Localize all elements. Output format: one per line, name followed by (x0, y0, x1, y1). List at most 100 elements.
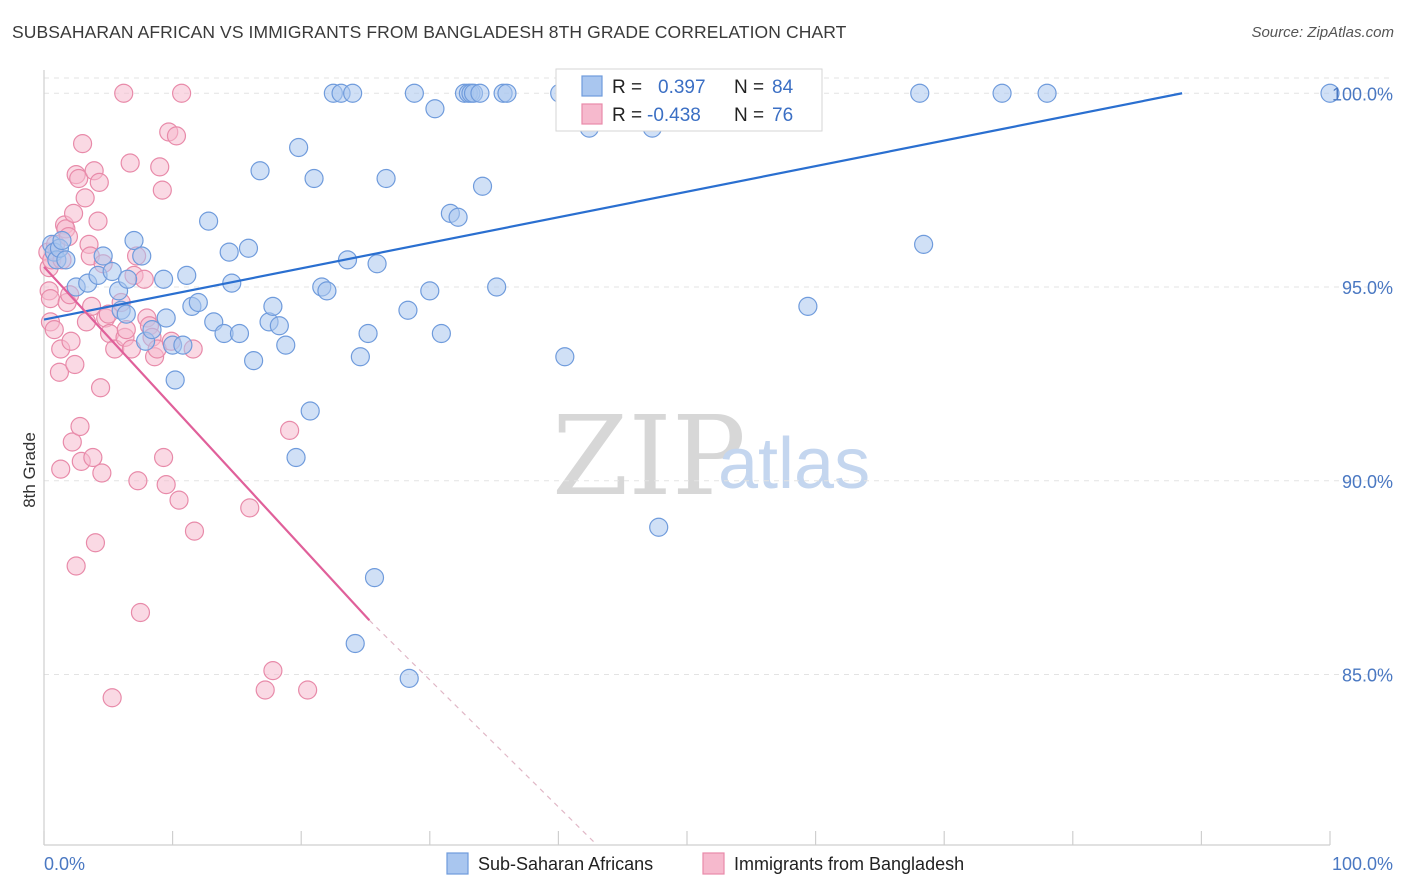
point-subsaharan (124, 230, 144, 251)
point-subsaharan (173, 335, 193, 355)
series-legend: Sub-Saharan Africans Immigrants from Ban… (446, 852, 964, 875)
point-bangladesh (75, 188, 95, 208)
point-subsaharan (269, 316, 289, 336)
point-subsaharan (376, 168, 396, 189)
point-subsaharan (431, 323, 451, 344)
point-subsaharan (165, 370, 185, 390)
point-subsaharan (1037, 83, 1057, 103)
point-bangladesh (184, 521, 205, 541)
point-bangladesh (102, 688, 122, 708)
y-tick-labels: 85.0% 90.0% 95.0% 100.0% (1332, 84, 1393, 685)
legend-swatch-blue (581, 75, 603, 97)
point-subsaharan (244, 351, 264, 371)
point-bangladesh (150, 157, 170, 177)
point-bangladesh (120, 153, 140, 173)
point-subsaharan (142, 320, 162, 340)
bottom-legend-label-pink: Immigrants from Bangladesh (734, 854, 964, 874)
point-subsaharan (317, 281, 337, 301)
point-subsaharan (188, 292, 208, 313)
point-bangladesh (61, 331, 81, 351)
point-subsaharan (399, 668, 419, 688)
point-subsaharan (263, 296, 283, 316)
point-subsaharan (199, 211, 219, 231)
point-subsaharan (177, 265, 197, 285)
bottom-legend-swatch-blue (446, 852, 469, 875)
legend-r-label-pink: R = (612, 105, 642, 126)
legend-r-label-blue: R = (612, 77, 642, 98)
point-subsaharan (420, 281, 440, 301)
point-bangladesh (152, 180, 172, 200)
point-bangladesh (88, 211, 108, 231)
point-bangladesh (153, 447, 174, 468)
point-subsaharan (470, 83, 490, 103)
point-bangladesh (169, 490, 189, 510)
legend-n-label-pink: N = (734, 105, 764, 126)
point-subsaharan (102, 261, 122, 282)
point-subsaharan (798, 296, 818, 316)
x-tick-label-min: 0.0% (44, 854, 85, 874)
point-bangladesh (255, 680, 275, 700)
point-subsaharan (398, 300, 418, 320)
trend-lines (43, 92, 1183, 846)
point-bangladesh (156, 475, 176, 495)
legend-n-value-blue: 84 (772, 77, 794, 98)
chart-title: SUBSAHARAN AFRICAN VS IMMIGRANTS FROM BA… (12, 22, 847, 42)
point-subsaharan (555, 347, 575, 367)
point-subsaharan (300, 401, 320, 421)
point-bangladesh (240, 498, 260, 518)
point-subsaharan (364, 568, 385, 588)
point-subsaharan (497, 83, 517, 103)
legend-r-value-blue: 0.397 (658, 77, 706, 98)
trend-line-bangladesh-extension (368, 619, 598, 846)
watermark-atlas: atlas (718, 424, 870, 504)
point-subsaharan (286, 447, 306, 468)
point-bangladesh (83, 447, 103, 468)
point-bangladesh (114, 83, 134, 103)
point-subsaharan (289, 137, 309, 158)
y-tick-label: 85.0% (1342, 666, 1393, 686)
trend-line-bangladesh (43, 266, 371, 621)
point-subsaharan (343, 83, 363, 103)
watermark-zip: ZIP (552, 392, 746, 520)
point-bangladesh (298, 680, 318, 700)
point-bangladesh (89, 172, 109, 192)
point-subsaharan (229, 323, 250, 344)
point-subsaharan (304, 168, 324, 189)
y-tick-label: 100.0% (1332, 84, 1393, 104)
point-bangladesh (134, 269, 154, 289)
point-subsaharan (367, 254, 387, 274)
point-bangladesh (166, 126, 187, 146)
point-bangladesh (70, 416, 90, 437)
point-bangladesh (69, 168, 89, 189)
point-bangladesh (85, 533, 106, 553)
legend-swatch-pink (581, 103, 603, 125)
series-bangladesh-points (38, 83, 318, 708)
point-subsaharan (472, 176, 493, 196)
x-tick-label-max: 100.0% (1332, 854, 1393, 874)
gridlines (44, 77, 1393, 675)
point-bangladesh (51, 459, 71, 479)
y-tick-label: 95.0% (1342, 278, 1393, 298)
bottom-legend-swatch-pink (702, 852, 725, 875)
point-bangladesh (128, 471, 148, 491)
point-subsaharan (425, 99, 445, 119)
point-bangladesh (92, 463, 112, 483)
trend-line-subsaharan (43, 92, 1183, 321)
point-subsaharan (156, 308, 176, 328)
point-subsaharan (487, 277, 507, 297)
point-subsaharan (117, 269, 138, 289)
point-subsaharan (448, 207, 468, 227)
point-subsaharan (992, 83, 1012, 103)
point-bangladesh (72, 134, 93, 154)
point-subsaharan (93, 246, 113, 266)
point-subsaharan (250, 161, 270, 181)
legend-n-label-blue: N = (734, 77, 764, 98)
point-subsaharan (914, 234, 934, 254)
point-bangladesh (63, 203, 84, 223)
point-subsaharan (358, 323, 378, 344)
point-subsaharan (1320, 83, 1340, 103)
point-bangladesh (90, 378, 111, 398)
point-subsaharan (56, 250, 76, 270)
point-subsaharan (350, 347, 370, 367)
